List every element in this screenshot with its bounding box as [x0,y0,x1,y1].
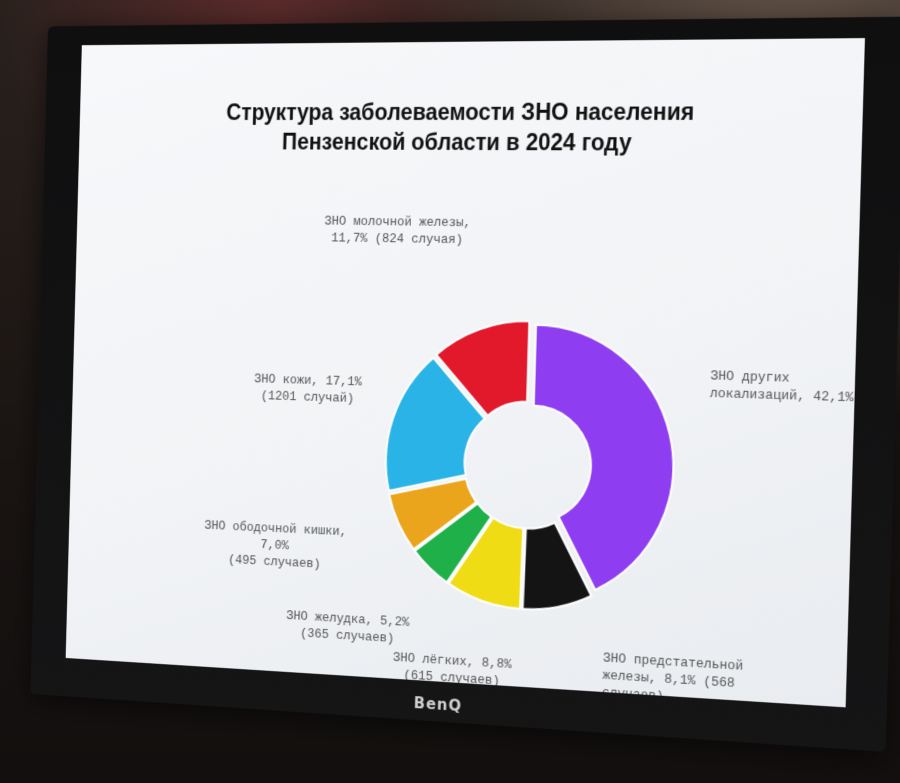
slice-label-5-line-0: ЗНО кожи, 17,1% [254,372,363,389]
slice-label-2: ЗНО лёгких, 8,8%(615 случаев) [392,651,512,690]
slice-label-6: ЗНО молочной железы,11,7% (824 случая) [324,214,471,247]
slice-label-4-line-1: 7,0% [260,538,290,554]
slice-label-4: ЗНО ободочной кишки,7,0%(495 случаев) [203,519,347,573]
slice-label-4-line-2: (495 случаев) [228,553,321,572]
slice-label-3: ЗНО желудка, 5,2%(365 случаев) [286,609,411,647]
slice-label-0-line-1: локализаций, 42,1% [710,386,855,405]
slice-label-3-line-1: (365 случаев) [300,626,394,646]
slice-label-1-line-2: случаев) [602,686,664,705]
slice-label-6-line-0: ЗНО молочной железы, [324,214,471,230]
slice-label-5-line-1: (1201 случай) [261,389,355,406]
slice-label-4-line-0: ЗНО ободочной кишки, [204,519,347,540]
slice-label-0: ЗНО другихлокализаций, 42,1% [710,369,855,406]
slice-label-2-line-1: (615 случаев) [403,668,500,688]
monitor-bezel: Структура заболеваемости ЗНО населения П… [30,17,900,752]
slice-label-0-line-0: ЗНО других [710,369,790,386]
slice-label-5: ЗНО кожи, 17,1%(1201 случай) [254,372,363,406]
donut-chart: ЗНО другихлокализаций, 42,1% ЗНО предстат… [66,38,865,707]
slice-label-1: ЗНО предстательнойжелезы, 8,1% (568случа… [602,651,744,707]
monitor-screen: Структура заболеваемости ЗНО населения П… [66,38,865,707]
slice-label-6-line-1: 11,7% (824 случая) [331,231,463,247]
